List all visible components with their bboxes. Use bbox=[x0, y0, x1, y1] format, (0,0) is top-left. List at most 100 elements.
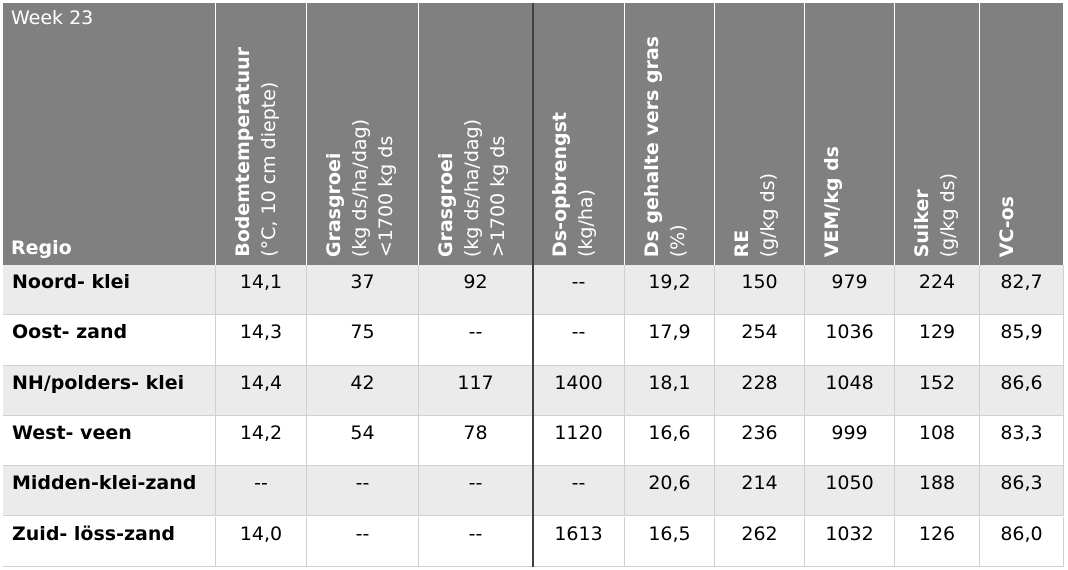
value-cell: 14,1 bbox=[216, 265, 307, 316]
column-unit: (°C, 10 cm diepte) bbox=[258, 81, 280, 257]
value-cell: 150 bbox=[715, 265, 805, 316]
value-cell: 92 bbox=[419, 265, 533, 316]
value-cell: -- bbox=[307, 466, 419, 517]
value-cell: 129 bbox=[895, 315, 980, 366]
value-cell: -- bbox=[419, 466, 533, 517]
header-text: Suiker (g/kg ds) bbox=[909, 173, 961, 257]
column-unit: <1700 kg ds bbox=[375, 135, 397, 257]
value-cell: 117 bbox=[419, 365, 533, 416]
header-text: Ds-opbrengst (kg/ha) bbox=[547, 112, 599, 257]
value-cell: 42 bbox=[307, 365, 419, 416]
region-cell: Midden-klei-zand bbox=[3, 466, 216, 517]
value-cell: 82,7 bbox=[980, 265, 1064, 316]
column-title: Grasgroei bbox=[323, 152, 345, 257]
column-title: Suiker bbox=[911, 188, 933, 257]
header-cell: Suiker (g/kg ds) bbox=[895, 3, 980, 265]
week-label: Week 23 bbox=[11, 7, 94, 29]
value-cell: 126 bbox=[895, 516, 980, 567]
value-cell: 1032 bbox=[805, 516, 895, 567]
value-cell: 14,3 bbox=[216, 315, 307, 366]
column-unit: (g/kg ds) bbox=[757, 172, 779, 257]
value-cell: 1036 bbox=[805, 315, 895, 366]
value-cell: 214 bbox=[715, 466, 805, 517]
value-cell: -- bbox=[533, 466, 625, 517]
value-cell: 1613 bbox=[533, 516, 625, 567]
header-text: VC-os bbox=[994, 196, 1020, 257]
value-cell: 75 bbox=[307, 315, 419, 366]
region-cell: Noord- klei bbox=[3, 265, 216, 316]
header-cell: Week 23 Regio bbox=[3, 3, 216, 265]
column-title: Ds gehalte vers gras bbox=[641, 35, 663, 257]
region-cell: Oost- zand bbox=[3, 315, 216, 366]
header-cell: Bodemtemperatuur (°C, 10 cm diepte) bbox=[216, 3, 307, 265]
value-cell: 14,2 bbox=[216, 415, 307, 467]
value-cell: -- bbox=[419, 315, 533, 366]
column-unit: (g/kg ds) bbox=[937, 172, 959, 257]
region-cell: NH/polders- klei bbox=[3, 365, 216, 416]
header-cell: Ds gehalte vers gras (%) bbox=[625, 3, 715, 265]
column-unit: >1700 kg ds bbox=[487, 135, 509, 257]
header-cell: Grasgroei (kg ds/ha/dag) <1700 kg ds bbox=[307, 3, 419, 265]
value-cell: -- bbox=[533, 315, 625, 366]
header-text: RE (g/kg ds) bbox=[729, 173, 781, 257]
value-cell: 17,9 bbox=[625, 315, 715, 366]
region-label: Regio bbox=[11, 237, 72, 259]
value-cell: 85,9 bbox=[980, 315, 1064, 366]
header-text: Grasgroei (kg ds/ha/dag) <1700 kg ds bbox=[321, 119, 399, 257]
value-cell: 262 bbox=[715, 516, 805, 567]
value-cell: 236 bbox=[715, 415, 805, 467]
value-cell: 108 bbox=[895, 415, 980, 467]
value-cell: 19,2 bbox=[625, 265, 715, 316]
value-cell: -- bbox=[419, 516, 533, 567]
value-cell: 224 bbox=[895, 265, 980, 316]
column-title: VEM/kg ds bbox=[821, 145, 843, 257]
value-cell: 1048 bbox=[805, 365, 895, 416]
value-cell: 86,0 bbox=[980, 516, 1064, 567]
value-cell: 979 bbox=[805, 265, 895, 316]
header-cell: RE (g/kg ds) bbox=[715, 3, 805, 265]
header-text: Grasgroei (kg ds/ha/dag) >1700 kg ds bbox=[433, 119, 511, 257]
value-cell: 1050 bbox=[805, 466, 895, 517]
column-title: RE bbox=[731, 229, 753, 257]
column-title: Grasgroei bbox=[435, 152, 457, 257]
value-cell: 54 bbox=[307, 415, 419, 467]
value-cell: 16,6 bbox=[625, 415, 715, 467]
value-cell: 1400 bbox=[533, 365, 625, 416]
header-text: VEM/kg ds bbox=[819, 146, 845, 257]
value-cell: -- bbox=[307, 516, 419, 567]
header-cell: VEM/kg ds bbox=[805, 3, 895, 265]
value-cell: 86,6 bbox=[980, 365, 1064, 416]
region-cell: Zuid- löss-zand bbox=[3, 516, 216, 567]
value-cell: 37 bbox=[307, 265, 419, 316]
column-title: Bodemtemperatuur bbox=[232, 47, 254, 257]
value-cell: -- bbox=[216, 466, 307, 517]
value-cell: 152 bbox=[895, 365, 980, 416]
column-unit: (kg ds/ha/dag) bbox=[461, 118, 483, 257]
value-cell: 86,3 bbox=[980, 466, 1064, 517]
column-title: Ds-opbrengst bbox=[549, 112, 571, 257]
column-separator bbox=[532, 3, 534, 567]
value-cell: 18,1 bbox=[625, 365, 715, 416]
value-cell: 14,4 bbox=[216, 365, 307, 416]
value-cell: 78 bbox=[419, 415, 533, 467]
value-cell: 1120 bbox=[533, 415, 625, 467]
header-cell: VC-os bbox=[980, 3, 1064, 265]
header-text: Ds gehalte vers gras (%) bbox=[639, 36, 691, 257]
value-cell: -- bbox=[533, 265, 625, 316]
value-cell: 16,5 bbox=[625, 516, 715, 567]
value-cell: 254 bbox=[715, 315, 805, 366]
header-cell: Grasgroei (kg ds/ha/dag) >1700 kg ds bbox=[419, 3, 533, 265]
value-cell: 14,0 bbox=[216, 516, 307, 567]
column-title: VC-os bbox=[996, 195, 1018, 257]
value-cell: 999 bbox=[805, 415, 895, 467]
value-cell: 188 bbox=[895, 466, 980, 517]
header-cell: Ds-opbrengst (kg/ha) bbox=[533, 3, 625, 265]
value-cell: 83,3 bbox=[980, 415, 1064, 467]
column-unit: (%) bbox=[667, 224, 689, 257]
value-cell: 228 bbox=[715, 365, 805, 416]
column-unit: (kg ds/ha/dag) bbox=[349, 118, 371, 257]
region-cell: West- veen bbox=[3, 415, 216, 467]
column-unit: (kg/ha) bbox=[575, 189, 597, 257]
value-cell: 20,6 bbox=[625, 466, 715, 517]
